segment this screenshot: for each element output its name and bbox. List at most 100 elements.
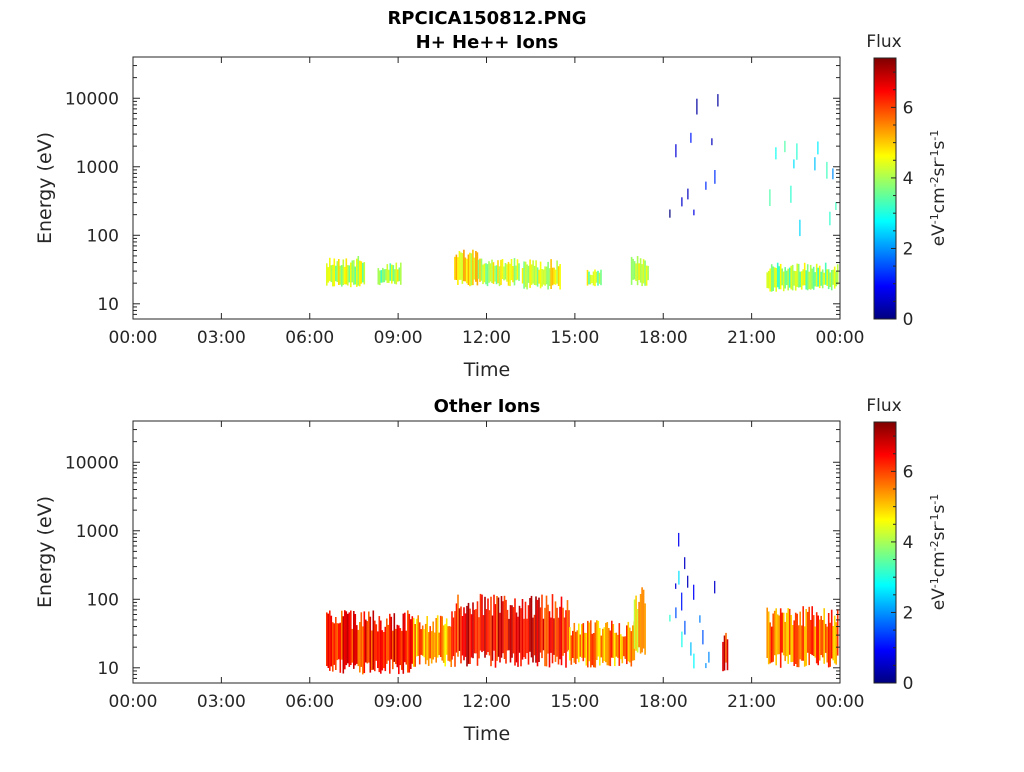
heatmap-cell (524, 601, 527, 659)
heatmap-cell (371, 630, 373, 670)
heatmap-cell (335, 265, 337, 282)
heatmap-cell (599, 627, 601, 666)
heatmap-cell (493, 594, 495, 651)
heatmap-cell (333, 623, 336, 665)
heatmap-cell (497, 597, 500, 657)
heatmap-cell (785, 270, 788, 286)
heatmap-cell (410, 619, 412, 669)
heatmap-cell (702, 630, 704, 645)
heatmap-cell (821, 620, 824, 658)
heatmap-cell (714, 170, 716, 184)
heatmap-cell (401, 630, 403, 670)
heatmap-cell (793, 270, 795, 286)
heatmap-cell (484, 596, 486, 658)
heatmap-cell (824, 262, 827, 285)
heatmap-cell (363, 262, 366, 285)
heatmap-cell (726, 639, 729, 671)
heatmap-cell (499, 612, 501, 663)
y-tick-label: 100 (87, 226, 119, 246)
heatmap-cell (554, 601, 557, 662)
heatmap-cell (435, 618, 437, 663)
heatmap-cell (547, 604, 549, 654)
heatmap-cell (365, 619, 367, 663)
heatmap-cell (589, 274, 592, 285)
y-tick-label: 10000 (65, 89, 119, 109)
heatmap-cell (454, 611, 456, 667)
panel-2-colorbar-ticks: 0 2 4 6 (891, 435, 914, 694)
heatmap-cell (530, 595, 533, 658)
heatmap-cell (817, 267, 819, 287)
heatmap-cell (478, 617, 480, 659)
heatmap-cell (547, 261, 549, 290)
panel-1-colorbar (873, 57, 897, 320)
panel-1-x-ticks: 00:00 03:00 06:00 09:00 12:00 15:00 18:00 21:00… (109, 57, 865, 348)
panel-1-colorbar-label: eV-1cm-2sr-1s-1 (928, 130, 950, 247)
heatmap-cell (611, 620, 613, 658)
heatmap-cell (436, 615, 439, 658)
heatmap-cell (507, 261, 510, 286)
heatmap-cell (350, 610, 352, 665)
heatmap-cell (767, 611, 770, 665)
heatmap-cell (481, 594, 483, 653)
heatmap-cell (359, 622, 361, 673)
heatmap-cell (699, 615, 701, 623)
heatmap-cell (600, 269, 602, 286)
heatmap-cell (636, 256, 639, 286)
heatmap-cell (557, 617, 560, 665)
colorbar-tick-label: 2 (903, 603, 914, 623)
heatmap-cell (483, 263, 486, 283)
heatmap-cell (526, 264, 528, 290)
panel-2-ylabel: Energy (eV) (34, 496, 56, 608)
heatmap-cell (711, 138, 713, 146)
heatmap-cell (473, 257, 476, 280)
heatmap-cell (690, 132, 692, 143)
heatmap-cell (460, 606, 462, 664)
heatmap-cell (383, 632, 385, 669)
heatmap-cell (636, 609, 639, 653)
x-tick-label: 03:00 (197, 328, 246, 348)
heatmap-cell (575, 631, 577, 665)
heatmap-cell (357, 256, 360, 286)
heatmap-cell (469, 608, 471, 664)
heatmap-cell (394, 269, 396, 284)
heatmap-cell (339, 622, 342, 673)
heatmap-cell (366, 621, 369, 664)
heatmap-cell (687, 188, 689, 200)
x-tick-label: 06:00 (285, 692, 334, 712)
heatmap-cell (533, 265, 536, 285)
heatmap-cell (794, 612, 797, 664)
heatmap-cell (790, 265, 792, 290)
panel-h-he-ions: H+ He++ Ions 00:00 03:00 06:00 09:00 12:00 15… (34, 32, 949, 381)
panel-2-heatmap (326, 532, 839, 675)
heatmap-cell (830, 270, 833, 291)
heatmap-cell (464, 613, 467, 657)
heatmap-cell (482, 615, 485, 651)
heatmap-cell (787, 268, 789, 291)
heatmap-cell (802, 269, 804, 286)
heatmap-cell (835, 202, 837, 210)
heatmap-cell (772, 613, 774, 662)
heatmap-cell (421, 625, 424, 656)
x-tick-label: 21:00 (727, 692, 776, 712)
heatmap-cell (433, 632, 436, 658)
heatmap-cell (553, 618, 555, 655)
heatmap-cell (503, 595, 506, 659)
heatmap-cell (803, 262, 806, 286)
heatmap-cell (513, 258, 516, 286)
panel-1-heatmap (326, 94, 839, 292)
heatmap-cell (344, 266, 346, 285)
heatmap-cell (553, 267, 555, 285)
heatmap-cell (502, 601, 504, 654)
heatmap-cell (473, 609, 476, 654)
heatmap-cell (835, 622, 837, 665)
heatmap-cell (454, 256, 456, 280)
heatmap-cell (466, 605, 468, 667)
heatmap-cell (775, 268, 777, 292)
heatmap-cell (404, 612, 406, 663)
heatmap-cell (578, 623, 580, 663)
heatmap-cell (347, 265, 349, 286)
heatmap-cell (809, 264, 812, 290)
heatmap-cell (377, 268, 380, 285)
heatmap-cell (532, 260, 534, 284)
heatmap-cell (442, 625, 445, 663)
